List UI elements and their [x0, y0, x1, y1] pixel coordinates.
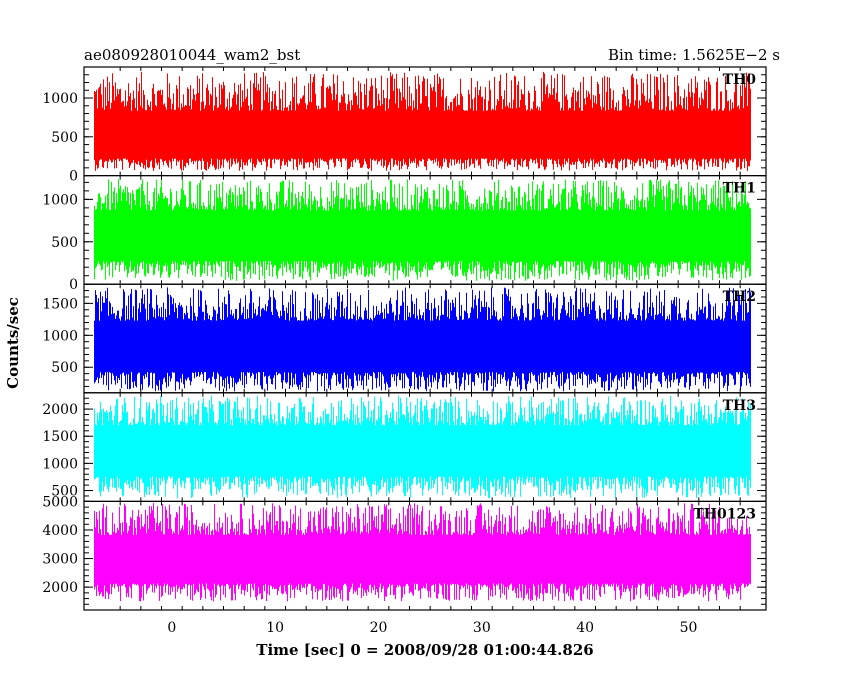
panel-label-th3: TH3 — [723, 398, 756, 414]
x-tick-label: 30 — [473, 620, 491, 636]
panel-frame — [83, 500, 767, 611]
y-tick-label: 1500 — [42, 429, 78, 445]
x-tick-label: 50 — [680, 620, 698, 636]
x-axis-title: Time [sec] 0 = 2008/09/28 01:00:44.826 — [256, 641, 593, 659]
series-line-th3 — [94, 395, 751, 499]
y-tick-label: 1000 — [42, 91, 78, 107]
panel-label-th0: TH0 — [723, 72, 757, 88]
panels-group: 0 500 1000 TH0 0 500 1000 TH1 500 1000 1500 TH2 500 1… — [42, 66, 767, 611]
series-line-th0123 — [94, 503, 751, 602]
x-tick-label: 0 — [167, 620, 176, 636]
series-line-th2 — [94, 287, 751, 392]
y-tick-label: 1000 — [42, 328, 78, 344]
panel-th3: 500 1000 1500 2000 TH3 — [42, 392, 767, 502]
panel-label-th1: TH1 — [723, 181, 756, 197]
series-line-th1 — [94, 179, 751, 281]
y-tick-label: 0 — [69, 169, 78, 185]
observation-id-label: ae080928010044_wam2_bst — [84, 46, 300, 64]
y-axis-title: Counts/sec — [4, 297, 22, 389]
y-tick-label: 0 — [69, 277, 78, 293]
y-tick-label: 500 — [51, 130, 78, 146]
y-tick-label: 500 — [51, 484, 78, 500]
x-tick-label: 10 — [266, 620, 284, 636]
x-tick-label: 20 — [370, 620, 388, 636]
panel-th0: 0 500 1000 TH0 — [42, 66, 767, 185]
y-tick-label: 4000 — [42, 523, 78, 539]
y-tick-label: 3000 — [42, 552, 78, 568]
x-axis: 0 10 20 30 40 50 — [167, 620, 697, 636]
y-tick-label: 2000 — [42, 580, 78, 596]
series-line-th0 — [94, 71, 751, 171]
y-tick-label: 1500 — [42, 296, 78, 312]
panel-th1: 0 500 1000 TH1 — [42, 175, 767, 293]
panel-th2: 500 1000 1500 TH2 — [42, 283, 767, 394]
panel-label-th0123: TH0123 — [693, 506, 756, 522]
y-tick-label: 500 — [51, 235, 78, 251]
panel-label-th2: TH2 — [723, 289, 756, 305]
panel-th0123: 2000 3000 4000 5000 TH0123 — [42, 494, 767, 611]
bin-time-label: Bin time: 1.5625E−2 s — [608, 46, 780, 64]
y-tick-label: 5000 — [42, 494, 78, 510]
y-tick-label: 1000 — [42, 456, 78, 472]
x-tick-label: 40 — [576, 620, 594, 636]
y-tick-label: 1000 — [42, 192, 78, 208]
y-tick-label: 500 — [51, 360, 78, 376]
y-tick-label: 2000 — [42, 402, 78, 418]
